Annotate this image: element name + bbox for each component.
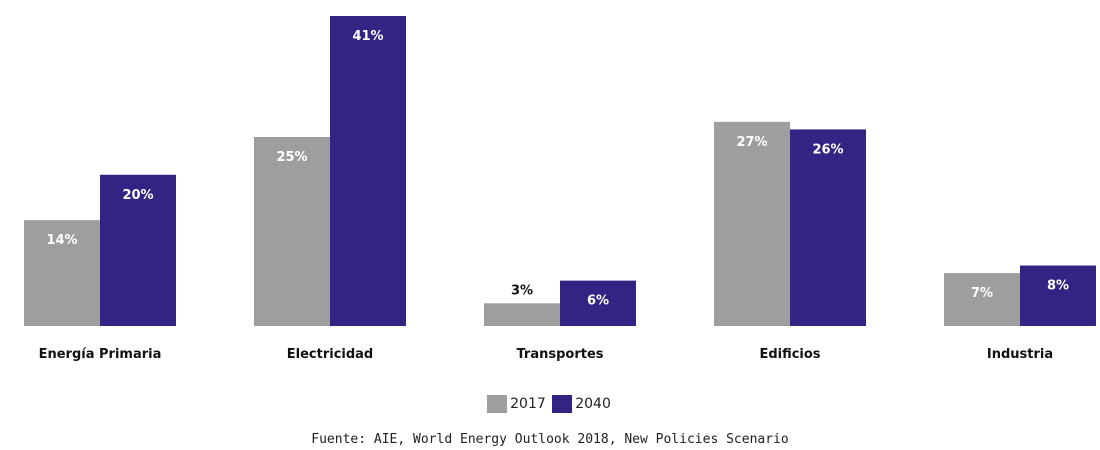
bar-industria-2040 [1020, 265, 1096, 326]
category-label-electricidad: Electricidad [287, 347, 374, 362]
bar-electricidad-2017 [254, 136, 330, 326]
legend-label-2017: 2017 [510, 396, 546, 412]
value-label-energia-primaria-2040: 20% [122, 188, 153, 203]
legend-item-2017: 2017 [487, 395, 548, 413]
value-label-edificios-2017: 27% [736, 135, 767, 150]
value-label-energia-primaria-2017: 14% [46, 233, 77, 248]
source-note: Fuente: AIE, World Energy Outlook 2018, … [311, 432, 789, 447]
bar-transportes-2040 [560, 280, 636, 326]
category-label-transportes: Transportes [516, 347, 603, 362]
bar-chart: 14% 20% Energía Primaria 25% 41% Electricidad… [24, 16, 1096, 362]
value-label-industria-2017: 7% [971, 286, 993, 301]
legend: 2017 2040 [0, 395, 1100, 413]
value-label-electricidad-2017: 25% [276, 150, 307, 165]
value-label-industria-2040: 8% [1047, 279, 1069, 294]
bar-edificios-2040 [790, 129, 866, 326]
bar-industria-2017 [944, 273, 1020, 326]
category-label-edificios: Edificios [759, 347, 820, 362]
value-label-transportes-2040: 6% [587, 294, 609, 309]
bar-transportes-2017 [484, 303, 560, 326]
bar-energia-primaria-2040 [100, 174, 176, 326]
bar-edificios-2017 [714, 121, 790, 326]
bar-energia-primaria-2017 [24, 220, 100, 326]
legend-item-2040: 2040 [552, 395, 613, 413]
category-label-industria: Industria [987, 347, 1053, 362]
category-label-energia-primaria: Energía Primaria [39, 347, 162, 362]
legend-label-2040: 2040 [575, 396, 611, 412]
value-label-edificios-2040: 26% [812, 142, 843, 157]
legend-swatch-2040 [552, 395, 573, 413]
value-label-electricidad-2040: 41% [352, 29, 383, 44]
value-label-transportes-2017: 3% [511, 283, 533, 298]
legend-swatch-2017 [487, 395, 508, 413]
bar-electricidad-2040 [330, 16, 406, 326]
